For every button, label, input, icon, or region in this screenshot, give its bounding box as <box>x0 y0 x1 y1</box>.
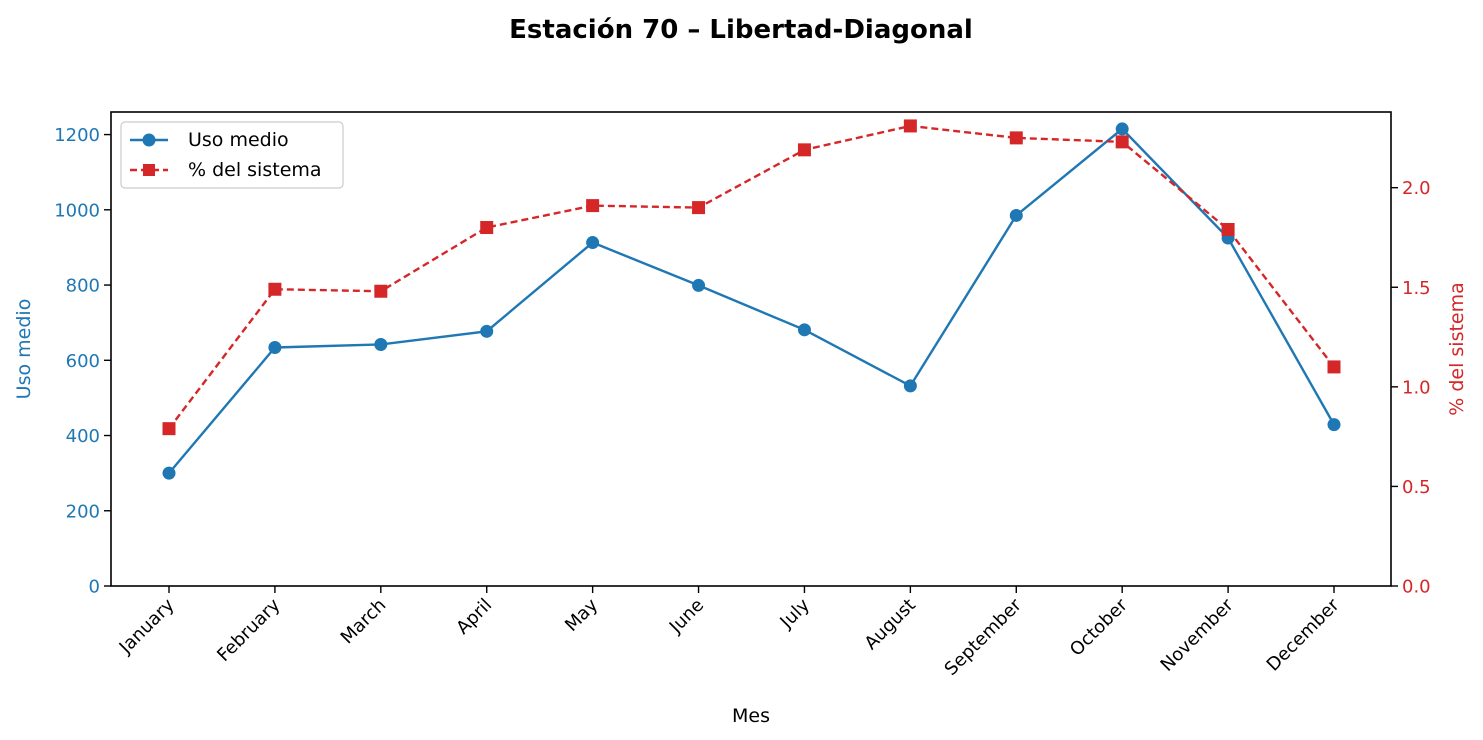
data-point-pct-sistema <box>374 284 388 298</box>
x-tick-label: September <box>941 594 1027 680</box>
data-point-uso-medio <box>268 340 282 354</box>
data-point-pct-sistema <box>162 422 176 436</box>
x-tick-label: May <box>561 594 602 635</box>
x-tick-label: February <box>213 594 284 665</box>
y-right-tick-label: 2.0 <box>1402 178 1431 199</box>
data-point-uso-medio <box>162 466 176 480</box>
y-left-tick-label: 800 <box>66 276 100 297</box>
y-left-tick-label: 600 <box>66 351 100 372</box>
x-axis: January February March April May June July Augu… <box>115 586 1344 680</box>
data-point-pct-sistema <box>797 143 811 157</box>
x-tick-label: December <box>1263 594 1344 675</box>
plot-frame <box>110 111 1392 587</box>
y-axis-label-right: % del sistema <box>1446 282 1468 416</box>
x-tick-label: June <box>665 595 708 638</box>
y-right-tick-label: 0.0 <box>1402 577 1431 598</box>
x-tick-label: January <box>115 594 179 658</box>
data-point-pct-sistema <box>1221 223 1235 237</box>
data-point-uso-medio <box>586 236 600 250</box>
legend-label-pct-sistema: % del sistema <box>188 159 322 181</box>
x-tick-label: March <box>337 595 391 649</box>
data-point-pct-sistema <box>692 201 706 215</box>
y-right-tick-label: 1.5 <box>1402 278 1431 299</box>
y-left-tick-label: 1000 <box>54 200 100 221</box>
x-tick-label: October <box>1066 594 1132 660</box>
x-axis-label: Mes <box>732 705 770 727</box>
data-point-pct-sistema <box>1009 131 1023 145</box>
legend-marker-uso-medio <box>142 133 156 147</box>
data-point-pct-sistema <box>1115 135 1129 149</box>
legend-box <box>120 121 344 189</box>
y-right-tick-label: 0.5 <box>1402 477 1431 498</box>
data-point-uso-medio <box>1115 122 1129 136</box>
left-y-axis: 0 200 400 600 800 1000 1200 <box>54 125 111 598</box>
data-point-uso-medio <box>480 324 494 338</box>
x-tick-label: August <box>861 595 920 654</box>
data-point-uso-medio <box>1009 208 1023 222</box>
x-tick-label: July <box>776 594 815 633</box>
x-tick-label: November <box>1157 594 1238 675</box>
data-point-uso-medio <box>374 337 388 351</box>
data-point-pct-sistema <box>268 282 282 296</box>
data-point-pct-sistema <box>586 199 600 213</box>
x-tick-label: April <box>452 595 496 639</box>
data-point-uso-medio <box>903 379 917 393</box>
data-point-pct-sistema <box>480 221 494 235</box>
chart-title: Estación 70 – Libertad-Diagonal <box>509 15 973 45</box>
right-y-axis: 0.0 0.5 1.0 1.5 2.0 <box>1391 178 1431 598</box>
y-left-tick-label: 400 <box>66 426 100 447</box>
series-line-pct-sistema <box>168 124 1335 430</box>
y-right-tick-label: 1.0 <box>1402 377 1431 398</box>
data-point-uso-medio <box>1327 418 1341 432</box>
legend: Uso medio % del sistema <box>120 121 344 189</box>
legend-label-uso-medio: Uso medio <box>188 129 289 151</box>
y-left-tick-label: 1200 <box>54 125 100 146</box>
series-line-uso-medio <box>168 127 1336 474</box>
data-point-pct-sistema <box>1327 360 1341 374</box>
legend-marker-pct-sistema <box>143 164 155 176</box>
data-point-uso-medio <box>797 323 811 337</box>
data-point-uso-medio <box>692 278 706 292</box>
series-layer <box>162 119 1341 480</box>
y-left-tick-label: 200 <box>66 501 100 522</box>
y-left-tick-label: 0 <box>89 577 100 598</box>
y-axis-label-left: Uso medio <box>13 299 35 400</box>
data-point-pct-sistema <box>903 119 917 133</box>
